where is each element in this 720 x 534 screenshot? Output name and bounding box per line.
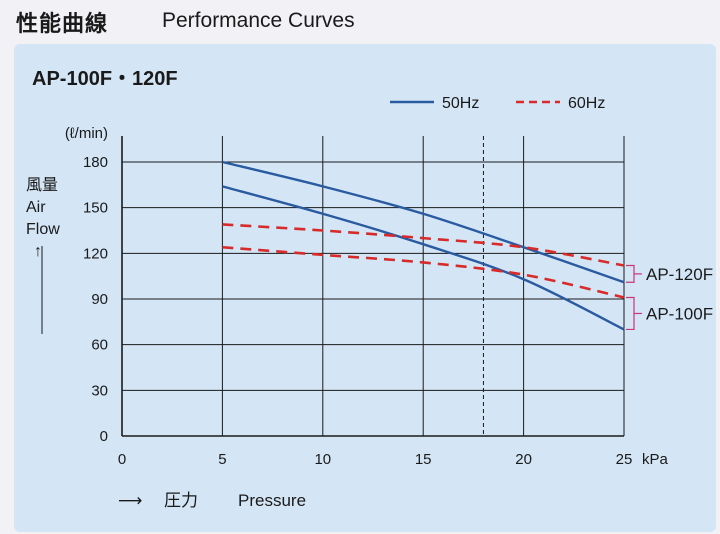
series-line-ap-100f-50hz xyxy=(222,185,625,331)
legend-label-60hz: 60Hz xyxy=(568,95,605,112)
performance-chart: 0 30 60 90 120 150 180 0 5 10 15 20 25 AP-120F AP-100… xyxy=(26,95,713,510)
y-unit-label: (ℓ/min) xyxy=(65,125,108,142)
y-tick-label: 150 xyxy=(83,200,108,217)
y-tick-label: 120 xyxy=(83,245,108,262)
chart-panel: AP-100F・120F 0 30 60 90 120 150 180 0 5 10 15 20 25 … xyxy=(14,44,716,532)
x-axis-label-en: Pressure xyxy=(238,491,306,510)
x-tick-label: 10 xyxy=(314,451,331,468)
y-tick-label: 90 xyxy=(91,291,108,308)
model-label: AP-120F xyxy=(646,265,713,284)
axis-labels: kPa (ℓ/min) 風量 Air Flow ↑ ⟶ 圧力 Pressure xyxy=(26,125,669,510)
x-tick-label: 25 xyxy=(616,451,633,468)
legend-label-50hz: 50Hz xyxy=(442,95,479,112)
legend: 50Hz 60Hz xyxy=(390,95,605,112)
model-brackets: AP-120F AP-100F xyxy=(626,264,713,331)
series-lines xyxy=(222,160,625,331)
page-title-jp: 性能曲線 xyxy=(16,11,109,36)
y-axis-label: Air xyxy=(26,199,46,216)
grid xyxy=(121,136,625,437)
x-axis-label-jp: 圧力 xyxy=(164,491,198,510)
y-tick-label: 0 xyxy=(100,428,108,445)
y-tick-label: 60 xyxy=(91,337,108,354)
series-line-ap-100f-60hz xyxy=(222,245,625,299)
series-line-ap-120f-50hz xyxy=(222,160,625,284)
x-tick-label: 20 xyxy=(515,451,532,468)
chart-title: AP-100F・120F xyxy=(32,68,178,90)
model-label: AP-100F xyxy=(646,304,713,323)
y-axis-label: ↑ xyxy=(34,243,42,260)
y-tick-label: 30 xyxy=(91,382,108,399)
y-tick-label: 180 xyxy=(83,154,108,171)
x-tick-label: 15 xyxy=(415,451,432,468)
x-unit-label: kPa xyxy=(642,451,669,468)
y-axis-label: 風量 xyxy=(26,177,58,194)
model-bracket xyxy=(626,264,635,283)
model-bracket xyxy=(626,296,635,331)
x-tick-label: 5 xyxy=(218,451,226,468)
tick-labels: 0 30 60 90 120 150 180 0 5 10 15 20 25 xyxy=(83,154,632,468)
x-tick-label: 0 xyxy=(118,451,126,468)
x-axis-arrow: ⟶ xyxy=(118,491,142,510)
series-line-ap-120f-60hz xyxy=(222,223,625,267)
page-title-en: Performance Curves xyxy=(162,9,355,32)
y-axis-label: Flow xyxy=(26,221,60,238)
